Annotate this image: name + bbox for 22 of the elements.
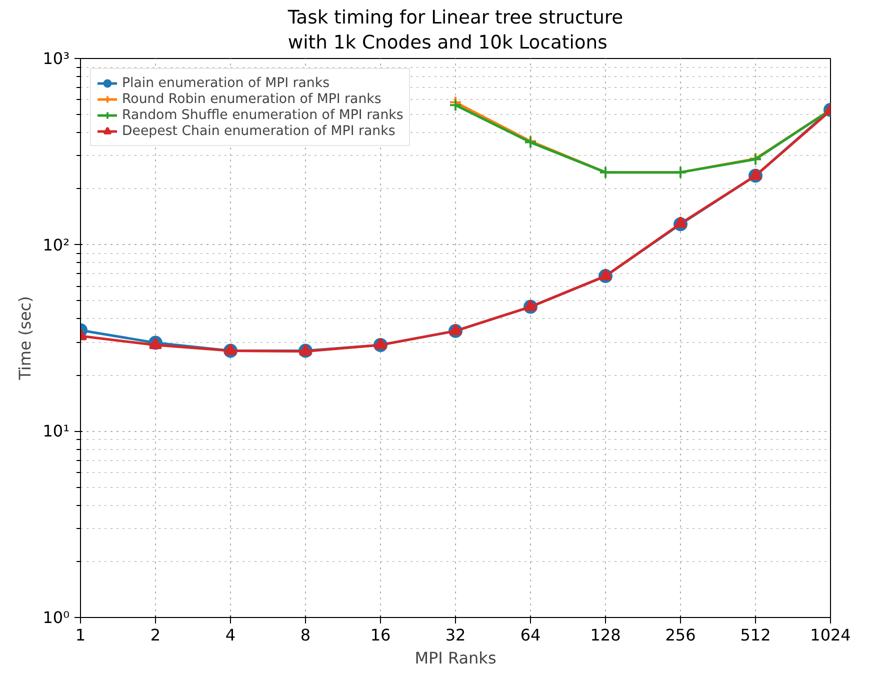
y-tick-label: 10² <box>42 235 70 254</box>
x-tick-label: 1 <box>75 626 86 644</box>
x-tick-label: 256 <box>665 626 696 644</box>
x-tick-label: 512 <box>740 626 771 644</box>
y-tick-label: 10³ <box>42 49 70 68</box>
y-tick-label: 10⁰ <box>42 608 70 627</box>
x-tick-label: 64 <box>520 626 541 644</box>
x-tick-label: 16 <box>370 626 391 644</box>
y-tick-label: 10¹ <box>42 422 70 441</box>
x-tick-label: 32 <box>445 626 466 644</box>
x-axis-title: MPI Ranks <box>414 648 496 668</box>
legend-label: Plain enumeration of MPI ranks <box>122 75 330 91</box>
x-tick-label: 1024 <box>810 626 851 644</box>
x-tick-label: 8 <box>300 626 311 644</box>
x-tick-label: 128 <box>590 626 621 644</box>
chart-title: Task timing for Linear tree structure with 1k Cnodes and 10k Locations <box>286 7 624 54</box>
legend-label: Deepest Chain enumeration of MPI ranks <box>122 123 396 139</box>
y-axis-title: Time (sec) <box>16 296 35 381</box>
legend-label: Round Robin enumeration of MPI ranks <box>122 91 382 107</box>
legend-label: Random Shuffle enumeration of MPI ranks <box>122 107 404 123</box>
x-tick-label: 4 <box>225 626 236 644</box>
x-tick-label: 2 <box>150 626 161 644</box>
